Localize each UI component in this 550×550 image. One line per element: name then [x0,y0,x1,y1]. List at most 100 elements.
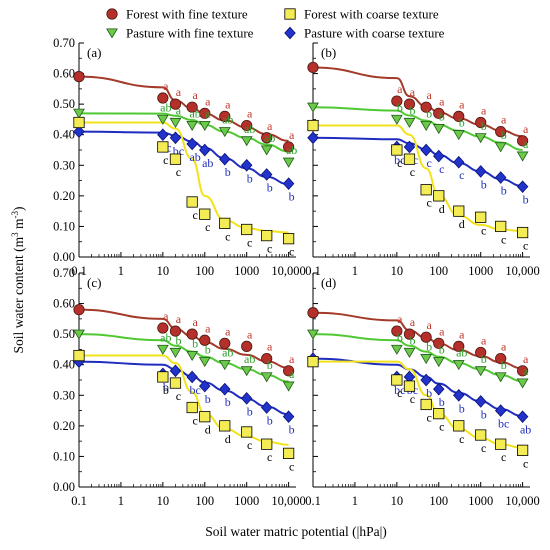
significance-label-fc: c [459,432,464,446]
data-point-ff [453,340,465,352]
data-point-fc [307,356,319,368]
significance-label-fc: c [225,229,230,243]
data-point-fc [219,217,231,229]
data-point-ff [391,325,403,337]
y-tick-label: 0.50 [53,327,75,341]
x-tick-label: 1 [352,494,358,508]
significance-label-fc: c [426,196,431,210]
data-point-pf [307,329,319,340]
legend-item-pc: Pasture with coarse texture [284,26,445,41]
y-tick-label: 0.30 [53,388,75,402]
legend-label-fc: Forest with coarse texture [304,7,439,22]
data-point-fc [283,447,295,459]
data-point-pf [420,120,433,132]
data-point-pc [494,171,507,184]
fit-curve-fc [312,124,523,233]
significance-label-ff: a [410,85,416,99]
significance-label-pc: ab [202,156,213,170]
data-point-pc [219,152,231,166]
significance-label-pf: ab [160,330,171,344]
data-point-pf [516,151,529,162]
data-point-pf [282,157,295,168]
data-point-pf [218,360,231,371]
data-point-pf [474,133,487,144]
significance-label-fc: c [410,392,415,406]
significance-label-fc: d [225,432,231,446]
significance-label-ff: a [439,324,445,338]
data-point-pf [307,102,319,113]
significance-label-fc: d [439,202,445,216]
significance-label-pc: b [426,386,432,400]
data-point-ff [186,328,198,340]
x-tick-label: 0.1 [305,494,321,508]
data-point-pf [260,372,273,383]
significance-label-fc: c [289,459,294,473]
data-point-pc [453,388,465,402]
data-point-pf [198,120,211,132]
significance-label-pf: b [205,343,211,357]
data-point-pf [474,366,487,377]
data-point-pf [390,344,403,355]
significance-label-ff: a [481,333,487,347]
significance-label-fc: c [501,450,506,464]
panel-c: 0.000.100.200.300.400.500.600.700.1 1 10 10… [53,266,306,508]
significance-label-pc: ab [520,423,531,437]
data-point-pf [432,124,445,135]
significance-label-pf: ab [222,113,233,127]
data-point-fc [157,371,169,383]
significance-label-pf: ab [160,100,171,114]
data-point-fc [186,401,198,414]
x-tick-label: 0.1 [71,494,87,508]
significance-label-fc: c [205,220,210,234]
data-point-pf [432,357,445,368]
data-point-pc [169,131,182,145]
x-tick-label: 10 [157,264,170,278]
data-point-fc [495,220,507,233]
significance-label-pc: b [289,423,295,437]
data-point-pc [240,392,253,405]
x-tick-label: 100 [429,264,448,278]
x-tick-label: 100 [195,494,214,508]
significance-label-ff: a [289,128,295,142]
data-point-ff [433,107,445,119]
significance-label-ff: a [176,312,182,326]
y-tick-label: 0.30 [53,158,75,172]
significance-label-pf: ab [264,131,275,145]
significance-label-pf: b [501,358,507,372]
significance-label-pc: b [225,165,231,179]
significance-label-pf: ab [244,352,255,366]
significance-label-pc: b [481,407,487,421]
significance-label-pf: b [267,358,273,372]
data-point-fc [403,380,416,392]
x-tick-label: 10,000 [505,264,539,278]
significance-label-fc: c [192,208,197,222]
x-axis-title: Soil water matric potential (|hPa|) [205,524,387,539]
data-point-pf [420,354,433,365]
x-tick-label: 1000 [234,264,259,278]
data-point-pc [420,143,432,157]
data-point-fc [73,349,85,362]
x-tick-label: 100 [195,264,214,278]
significance-label-ff: a [192,315,198,329]
significance-label-ff: a [501,113,507,127]
data-point-ff [169,325,182,337]
significance-label-pf: ab [222,346,233,360]
data-point-ff [283,141,295,153]
significance-label-pc: bc [394,153,405,167]
data-point-ff [475,346,487,359]
significance-label-ff: a [459,97,465,111]
significance-label-fc: c [523,456,528,470]
data-point-ff [517,365,529,377]
x-tick-label: 1000 [468,264,493,278]
legend-item-fc: Forest with coarse texture [284,7,439,22]
panel-label: (d) [321,275,336,290]
data-point-ff [495,126,507,138]
significance-label-fc: c [397,156,402,170]
data-point-pc [307,131,319,145]
fit-curve-fc [79,354,289,446]
significance-label-ff: a [192,88,198,102]
x-tick-label: 0.1 [305,264,321,278]
panels: 0.000.100.200.300.400.500.600.700.1 1 10 10… [53,36,540,508]
significance-label-pf: b [175,333,181,347]
significance-label-fc: c [481,223,486,237]
